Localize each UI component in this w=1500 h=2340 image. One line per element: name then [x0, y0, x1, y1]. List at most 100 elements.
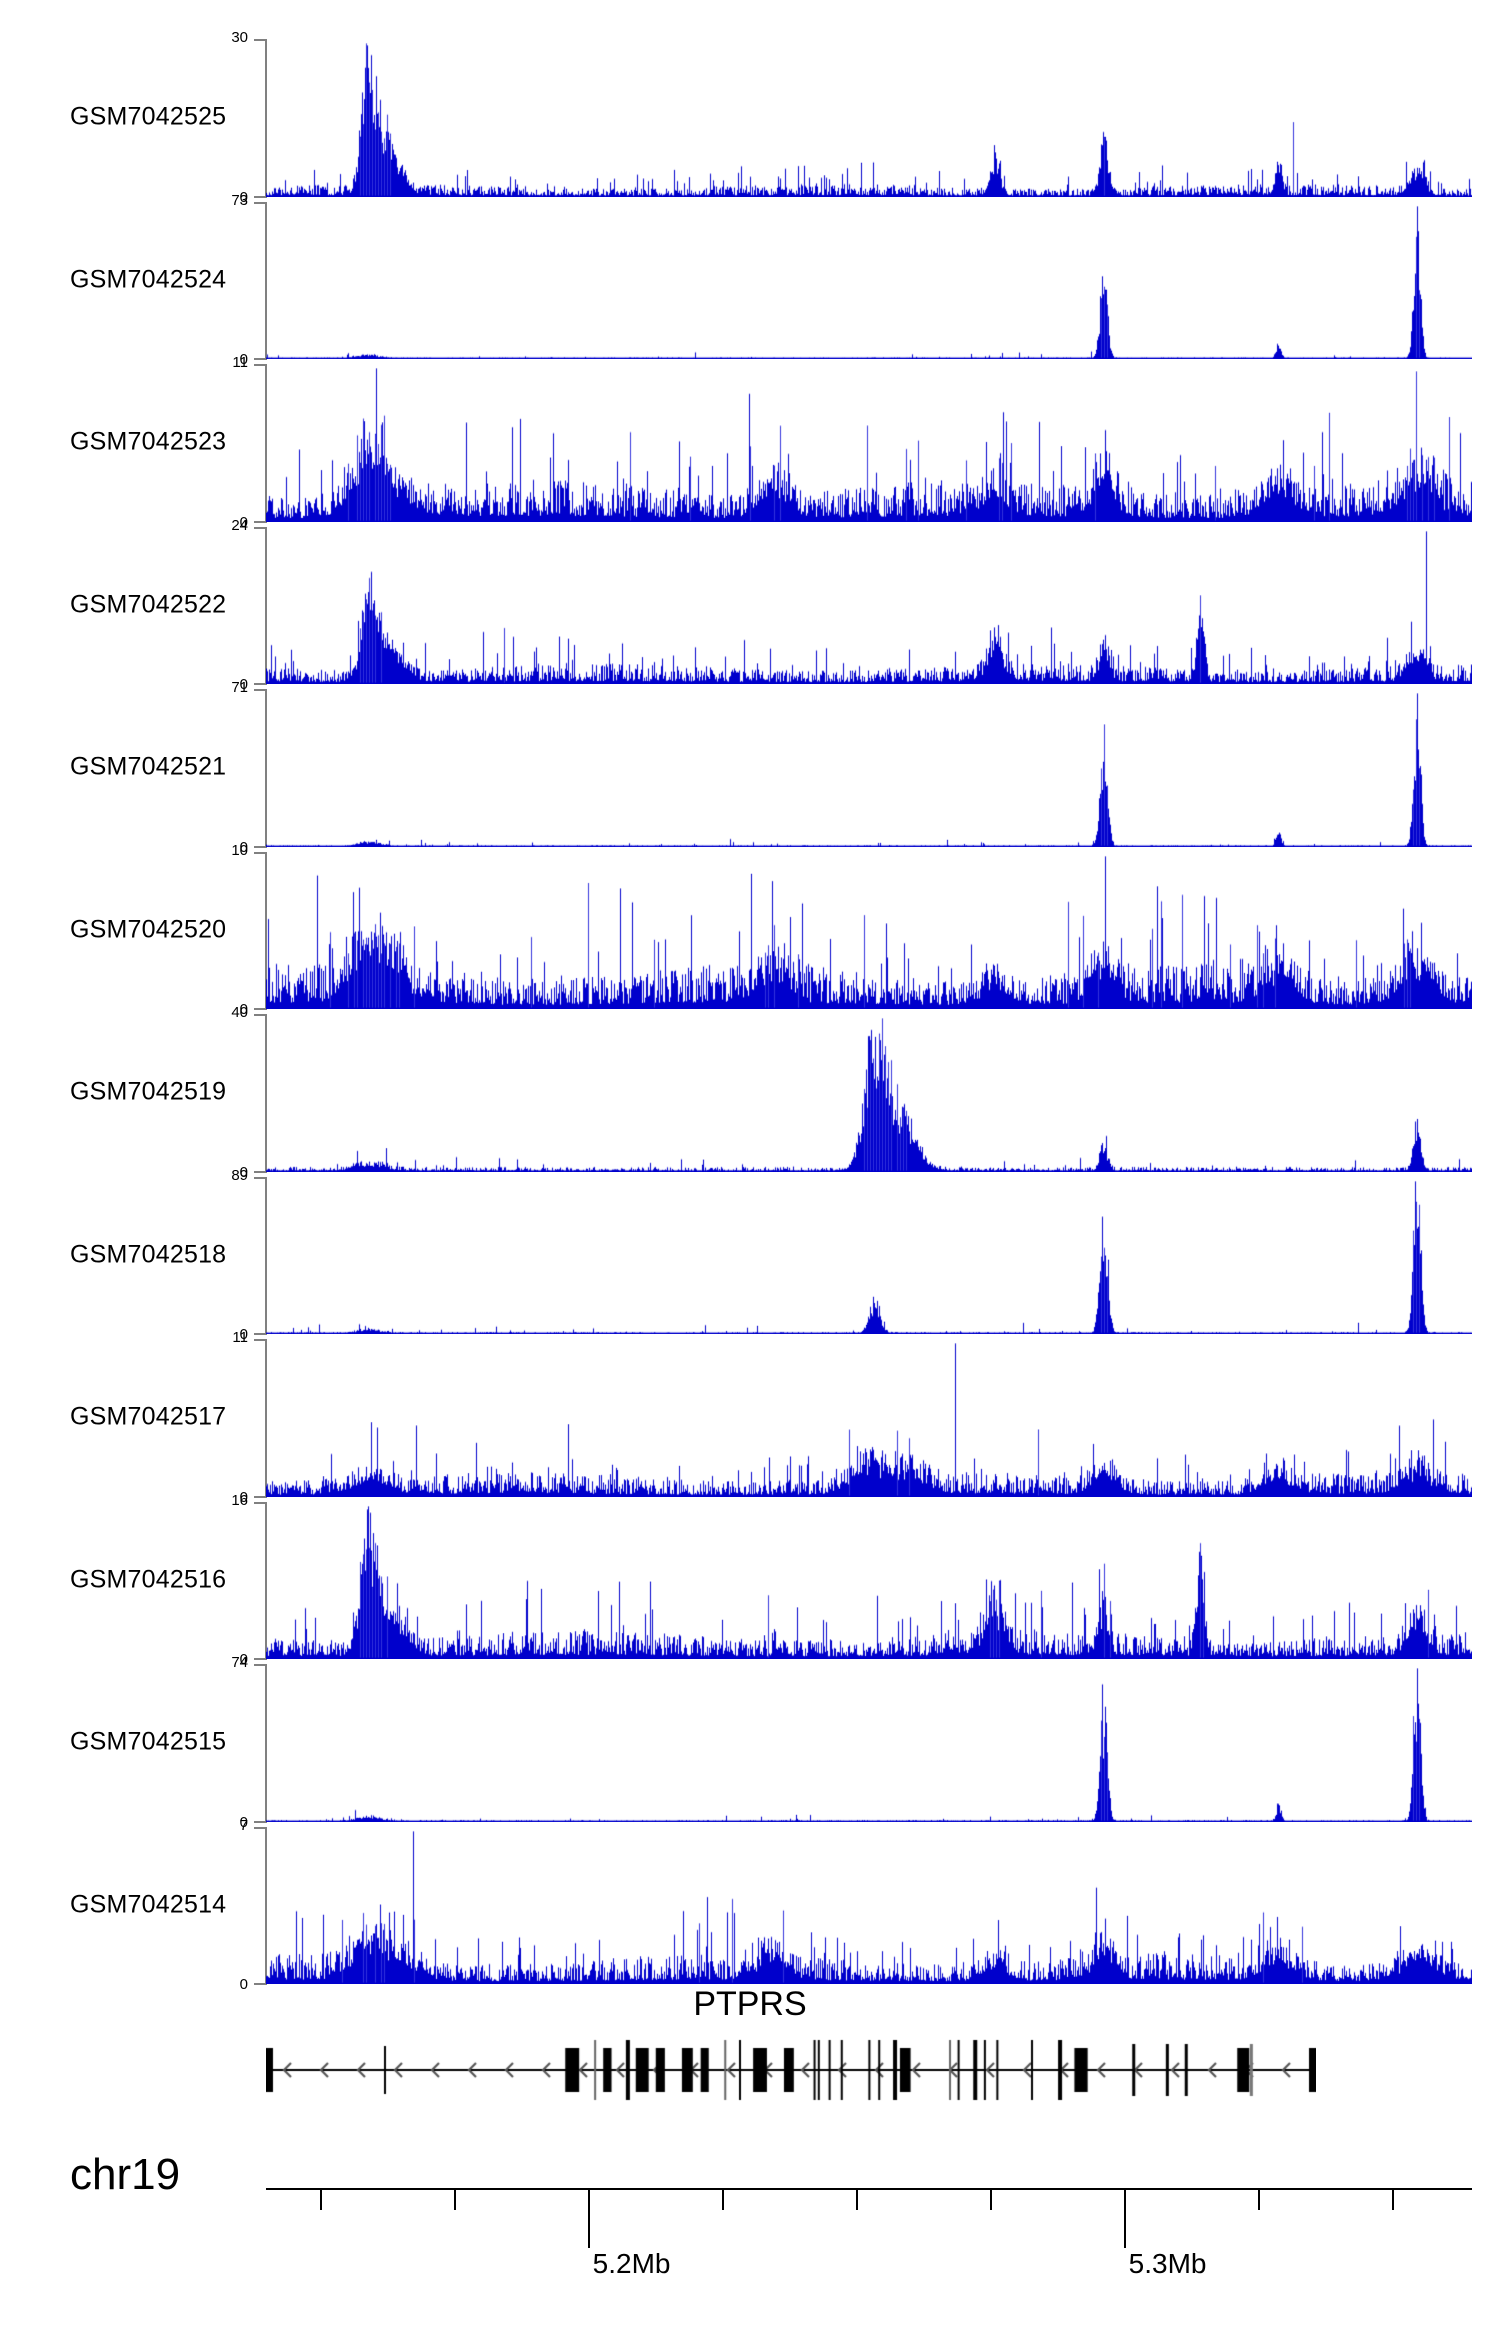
signal-plot-area[interactable] — [266, 39, 1472, 197]
gene-model[interactable] — [266, 2033, 1316, 2107]
signal-plot-area[interactable] — [266, 1014, 1472, 1172]
y-axis-min-value: 0 — [239, 1163, 248, 1181]
axis-minor-tick — [1257, 2188, 1260, 2210]
y-axis-max-value: 24 — [231, 516, 248, 534]
y-axis-min-value: 0 — [239, 1976, 248, 1993]
y-axis-tick-max — [254, 526, 267, 529]
signal-track[interactable]: GSM7042525 30 0 — [0, 29, 1500, 206]
signal-canvas — [266, 526, 1472, 684]
y-axis-max-value: 74 — [231, 1654, 248, 1671]
y-axis-tick-max — [254, 1826, 267, 1829]
signal-canvas — [266, 689, 1472, 847]
y-axis-max-value: 71 — [231, 679, 248, 696]
y-axis-min-value: 0 — [239, 1001, 248, 1018]
axis-minor-tick — [1391, 2188, 1394, 2210]
y-axis-tick-min — [254, 845, 267, 848]
y-axis-min-value: 0 — [239, 676, 248, 693]
y-axis-min-value: 0 — [239, 351, 248, 368]
y-axis-tick-max — [254, 364, 267, 366]
track-label: GSM7042520 — [70, 915, 227, 944]
axis-minor-tick — [855, 2188, 858, 2210]
signal-canvas — [266, 1176, 1472, 1334]
axis-tick-label: 5.2Mb — [592, 2248, 671, 2279]
y-axis-tick-max — [254, 851, 267, 854]
y-axis-min-value: 0 — [239, 1813, 248, 1831]
signal-track[interactable]: GSM7042523 11 0 — [0, 354, 1500, 531]
y-axis-tick-min — [254, 683, 267, 685]
y-axis-tick-min — [254, 1170, 267, 1173]
signal-plot-area[interactable] — [266, 1339, 1472, 1497]
signal-track[interactable]: GSM7042520 10 0 — [0, 842, 1500, 1018]
signal-plot-area[interactable] — [266, 851, 1472, 1009]
gene-name-label: PTPRS — [693, 1985, 807, 2023]
track-label: GSM7042517 — [70, 1402, 227, 1431]
signal-plot-area[interactable] — [266, 1501, 1472, 1659]
track-label: GSM7042519 — [70, 1077, 227, 1106]
gene-annotation-track[interactable]: PTPRS — [0, 1985, 1500, 2120]
signal-track[interactable]: GSM7042521 71 0 — [0, 679, 1500, 856]
y-axis-tick-min — [254, 1333, 267, 1335]
y-axis-tick-max — [254, 39, 267, 41]
chromosome-label: chr19 — [70, 2150, 181, 2199]
signal-plot-area[interactable] — [266, 1826, 1472, 1984]
signal-plot-area[interactable] — [266, 364, 1472, 522]
y-axis-max-value: 30 — [231, 29, 248, 46]
y-axis-max-value: 73 — [231, 191, 248, 209]
signal-track[interactable]: GSM7042515 74 0 — [0, 1654, 1500, 1831]
signal-track[interactable]: GSM7042517 11 0 — [0, 1329, 1500, 1506]
signal-plot-area[interactable] — [266, 1176, 1472, 1334]
track-label: GSM7042524 — [70, 265, 227, 294]
y-axis-max-value: 16 — [231, 1491, 248, 1509]
chromosome-axis[interactable]: chr19 5.2Mb 5.3Mb — [0, 2140, 1500, 2340]
signal-track[interactable]: GSM7042518 89 0 — [0, 1167, 1500, 1343]
signal-plot-area[interactable] — [266, 1664, 1472, 1822]
y-axis-tick-min — [254, 358, 267, 360]
y-axis-tick-max — [254, 689, 267, 691]
axis-minor-tick — [319, 2188, 322, 2210]
y-axis-max-value: 11 — [232, 354, 248, 371]
y-axis-tick-min — [254, 1495, 267, 1498]
signal-plot-area[interactable] — [266, 526, 1472, 684]
y-axis-tick-max — [254, 1014, 267, 1016]
y-axis-tick-min — [254, 1820, 267, 1823]
signal-plot-area[interactable] — [266, 201, 1472, 359]
signal-track[interactable]: GSM7042519 40 0 — [0, 1004, 1500, 1181]
signal-canvas — [266, 1501, 1472, 1659]
y-axis-max-value: 10 — [231, 841, 248, 859]
signal-track[interactable]: GSM7042516 16 0 — [0, 1492, 1500, 1668]
signal-track[interactable]: GSM7042524 73 0 — [0, 192, 1500, 368]
track-label: GSM7042515 — [70, 1727, 227, 1756]
signal-canvas — [266, 1826, 1472, 1984]
signal-canvas — [266, 39, 1472, 197]
axis-minor-tick — [721, 2188, 724, 2210]
y-axis-min-value: 0 — [239, 513, 248, 531]
axis-major-tick — [587, 2188, 590, 2248]
track-label: GSM7042516 — [70, 1565, 227, 1594]
signal-track[interactable]: GSM7042522 24 0 — [0, 517, 1500, 693]
signal-canvas — [266, 201, 1472, 359]
y-axis-min-value: 0 — [239, 838, 248, 856]
signal-canvas — [266, 1339, 1472, 1497]
track-label: GSM7042523 — [70, 427, 227, 456]
signal-canvas — [266, 1014, 1472, 1172]
signal-canvas — [266, 364, 1472, 522]
y-axis-min-value: 0 — [239, 1326, 248, 1343]
y-axis-min-value: 0 — [239, 1651, 248, 1668]
axis-minor-tick — [989, 2188, 992, 2210]
y-axis-tick-max — [254, 1339, 267, 1341]
signal-plot-area[interactable] — [266, 689, 1472, 847]
y-axis-min-value: 0 — [239, 1488, 248, 1506]
axis-minor-tick — [453, 2188, 456, 2210]
y-axis-tick-min — [254, 1983, 267, 1985]
signal-track[interactable]: GSM7042514 7 0 — [0, 1817, 1500, 1993]
y-axis-tick-max — [254, 201, 267, 204]
y-axis-tick-min — [254, 195, 267, 198]
y-axis-max-value: 7 — [239, 1816, 248, 1834]
signal-canvas — [266, 1664, 1472, 1822]
track-label: GSM7042525 — [70, 102, 227, 131]
y-axis-tick-max — [254, 1664, 267, 1666]
track-label: GSM7042514 — [70, 1890, 227, 1919]
y-axis-min-value: 0 — [239, 188, 248, 206]
y-axis-max-value: 40 — [231, 1004, 248, 1021]
